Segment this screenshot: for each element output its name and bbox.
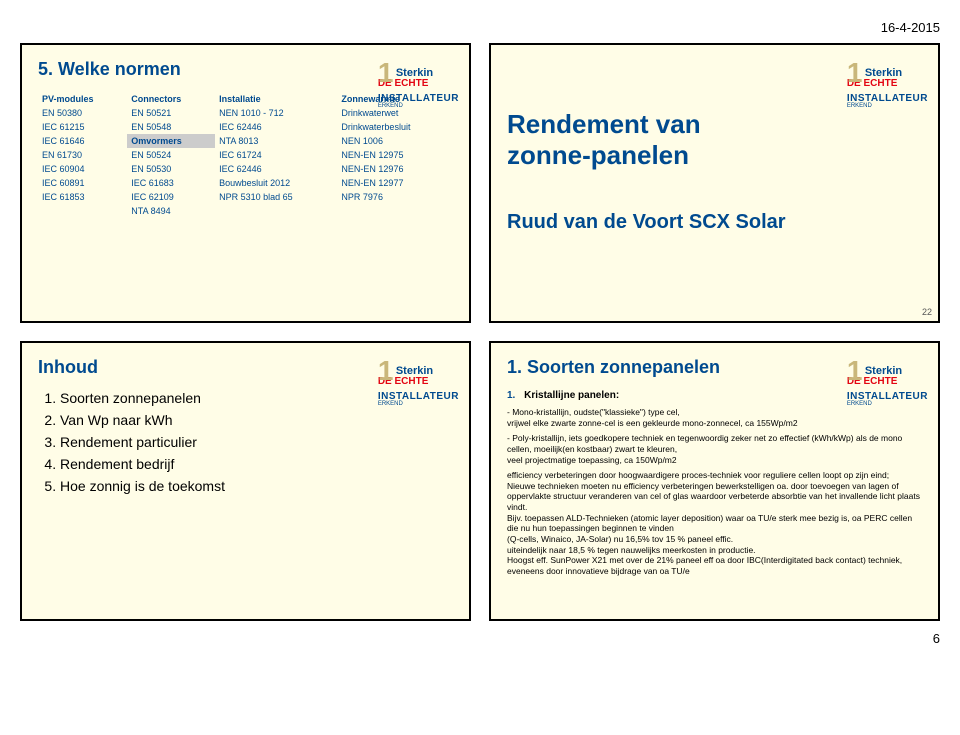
logo-1-icon: 1 — [847, 357, 863, 385]
list-item: Van Wp naar kWh — [60, 412, 453, 428]
table-cell: IEC 61683 — [127, 176, 215, 190]
table-cell: NEN 1006 — [337, 134, 453, 148]
slide4-p2: - Poly-kristallijn, iets goedkopere tech… — [507, 433, 922, 465]
table-cell: NEN-EN 12976 — [337, 162, 453, 176]
col-header: PV-modules — [38, 92, 127, 106]
table-cell: EN 50524 — [127, 148, 215, 162]
slide-4: 1 Sterkin DE ECHTE INSTALLATEUR ERKEND 1… — [489, 341, 940, 621]
table-cell: IEC 62446 — [215, 162, 337, 176]
table-cell: IEC 62109 — [127, 190, 215, 204]
logo-1-icon: 1 — [847, 59, 863, 87]
table-cell: IEC 60891 — [38, 176, 127, 190]
list-item: Hoe zonnig is de toekomst — [60, 478, 453, 494]
table-row: IEC 60891IEC 61683Bouwbesluit 2012NEN-EN… — [38, 176, 453, 190]
logo-1-icon: 1 — [378, 357, 394, 385]
header-date: 16-4-2015 — [20, 20, 940, 35]
slide4-head-num: 1. — [507, 390, 515, 401]
table-cell — [337, 204, 453, 218]
slide4-p1: - Mono-kristallijn, oudste("klassieke") … — [507, 407, 922, 428]
list-item: Rendement particulier — [60, 434, 453, 450]
norms-table: PV-modules Connectors Installatie Zonnew… — [38, 92, 453, 218]
table-cell — [38, 204, 127, 218]
table-cell: IEC 61646 — [38, 134, 127, 148]
brand-logo: 1 Sterkin DE ECHTE INSTALLATEUR ERKEND — [847, 53, 928, 109]
slide4-body: - Mono-kristallijn, oudste("klassieke") … — [507, 407, 922, 576]
slide2-page-num: 22 — [922, 307, 932, 317]
col-header: Installatie — [215, 92, 337, 106]
table-cell: IEC 61853 — [38, 190, 127, 204]
slide2-title: Rendement van zonne-panelen — [507, 109, 922, 171]
table-cell: NTA 8013 — [215, 134, 337, 148]
table-cell: EN 50530 — [127, 162, 215, 176]
table-row: IEC 61853IEC 62109NPR 5310 blad 65NPR 79… — [38, 190, 453, 204]
table-row: EN 61730EN 50524IEC 61724NEN-EN 12975 — [38, 148, 453, 162]
slide4-head-text: Kristallijne panelen: — [524, 390, 619, 401]
table-cell: IEC 61215 — [38, 120, 127, 134]
slides-grid: 1 Sterkin DE ECHTE INSTALLATEUR ERKEND 5… — [20, 43, 940, 621]
table-cell: NEN-EN 12975 — [337, 148, 453, 162]
brand-logo: 1 Sterkin DE ECHTE INSTALLATEUR ERKEND — [847, 351, 928, 407]
table-cell: IEC 62446 — [215, 120, 337, 134]
table-cell: EN 50548 — [127, 120, 215, 134]
table-cell: NPR 5310 blad 65 — [215, 190, 337, 204]
table-cell — [215, 204, 337, 218]
table-cell: NTA 8494 — [127, 204, 215, 218]
slide-2: 1 Sterkin DE ECHTE INSTALLATEUR ERKEND R… — [489, 43, 940, 323]
table-cell: EN 61730 — [38, 148, 127, 162]
table-row: NTA 8494 — [38, 204, 453, 218]
table-cell: Bouwbesluit 2012 — [215, 176, 337, 190]
table-cell: NPR 7976 — [337, 190, 453, 204]
table-cell: EN 50521 — [127, 106, 215, 120]
slide-1: 1 Sterkin DE ECHTE INSTALLATEUR ERKEND 5… — [20, 43, 471, 323]
slide2-subtitle: Ruud van de Voort SCX Solar — [507, 211, 922, 234]
table-cell: IEC 61724 — [215, 148, 337, 162]
table-row: IEC 61646OmvormersNTA 8013NEN 1006 — [38, 134, 453, 148]
slide-3: 1 Sterkin DE ECHTE INSTALLATEUR ERKEND I… — [20, 341, 471, 621]
footer-page-number: 6 — [20, 631, 940, 646]
logo-1-icon: 1 — [378, 59, 394, 87]
table-cell: NEN 1010 - 712 — [215, 106, 337, 120]
list-item: Rendement bedrijf — [60, 456, 453, 472]
table-cell: NEN-EN 12977 — [337, 176, 453, 190]
table-cell: IEC 60904 — [38, 162, 127, 176]
table-cell: Omvormers — [127, 134, 215, 148]
brand-logo: 1 Sterkin DE ECHTE INSTALLATEUR ERKEND — [378, 53, 459, 109]
table-cell: Drinkwaterbesluit — [337, 120, 453, 134]
table-cell: EN 50380 — [38, 106, 127, 120]
table-row: IEC 61215EN 50548IEC 62446Drinkwaterbesl… — [38, 120, 453, 134]
slide2-title-line1: Rendement van — [507, 109, 701, 139]
brand-logo: 1 Sterkin DE ECHTE INSTALLATEUR ERKEND — [378, 351, 459, 407]
slide2-title-line2: zonne-panelen — [507, 140, 689, 170]
table-row: IEC 60904EN 50530IEC 62446NEN-EN 12976 — [38, 162, 453, 176]
slide4-p3: efficiency verbeteringen door hoogwaardi… — [507, 470, 922, 576]
col-header: Connectors — [127, 92, 215, 106]
